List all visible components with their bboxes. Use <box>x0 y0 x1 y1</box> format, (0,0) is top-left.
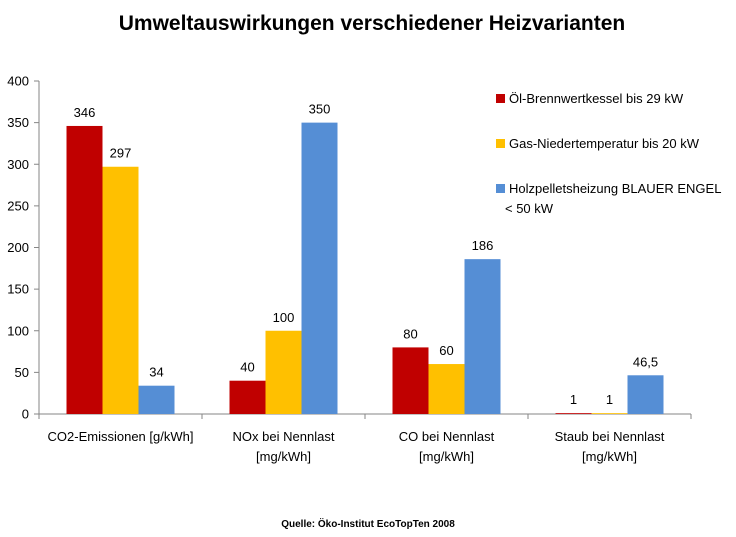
bar <box>102 166 139 414</box>
data-label: 346 <box>74 105 96 120</box>
bar <box>66 125 103 414</box>
bar <box>229 380 266 414</box>
y-tick-label: 100 <box>7 323 29 338</box>
bar <box>591 413 628 414</box>
x-category-label: NOx bei Nennlast [mg/kWh] <box>233 429 335 464</box>
bar <box>265 330 302 414</box>
x-category-label: CO bei Nennlast [mg/kWh] <box>399 429 495 464</box>
bar <box>555 413 592 414</box>
data-label: 46,5 <box>633 354 658 369</box>
y-tick-label: 300 <box>7 157 29 172</box>
y-tick-label: 350 <box>7 115 29 130</box>
bar <box>464 259 501 414</box>
source-note: Quelle: Öko-Institut EcoTopTen 2008 <box>281 517 455 530</box>
y-tick-label: 0 <box>22 407 29 422</box>
bar <box>392 347 429 414</box>
data-label: 350 <box>309 102 331 117</box>
data-labels: 346 297 34 40 100 350 80 60 186 1 1 46,5 <box>74 102 659 408</box>
bar <box>138 385 175 414</box>
data-label: 80 <box>403 326 417 341</box>
legend-label: Öl-Brennwertkessel bis 29 kW <box>509 91 684 106</box>
legend-swatch <box>496 139 505 148</box>
data-label: 60 <box>439 343 453 358</box>
data-label: 1 <box>606 392 613 407</box>
legend-label: Holzpelletsheizung BLAUER ENGEL < 50 kW <box>505 181 721 216</box>
bar <box>428 364 465 414</box>
y-tick-label: 250 <box>7 198 29 213</box>
legend-swatch <box>496 94 505 103</box>
data-label: 186 <box>472 238 494 253</box>
bar <box>301 122 338 414</box>
legend-swatch <box>496 184 505 193</box>
bar <box>627 375 664 414</box>
data-label: 297 <box>110 146 132 161</box>
y-tick-label: 200 <box>7 240 29 255</box>
category-labels: CO2-Emissionen [g/kWh] NOx bei Nennlast [m… <box>48 429 665 464</box>
y-tick-label: 50 <box>15 365 29 380</box>
x-category-label: CO2-Emissionen [g/kWh] <box>48 429 194 444</box>
chart-title: Umweltauswirkungen verschiedener Heizvar… <box>119 12 626 35</box>
data-label: 34 <box>149 365 163 380</box>
y-tick-label: 150 <box>7 282 29 297</box>
y-tick-label: 400 <box>7 74 29 89</box>
data-label: 40 <box>240 360 254 375</box>
x-category-label: Staub bei Nennlast [mg/kWh] <box>555 429 665 464</box>
legend: Öl-Brennwertkessel bis 29 kW Gas-Niederte… <box>496 91 721 216</box>
data-label: 1 <box>570 392 577 407</box>
data-label: 100 <box>273 310 295 325</box>
bars <box>66 122 664 414</box>
axes: 0 50 100 150 200 250 300 350 400 <box>7 74 692 422</box>
legend-label: Gas-Niedertemperatur bis 20 kW <box>509 136 700 151</box>
